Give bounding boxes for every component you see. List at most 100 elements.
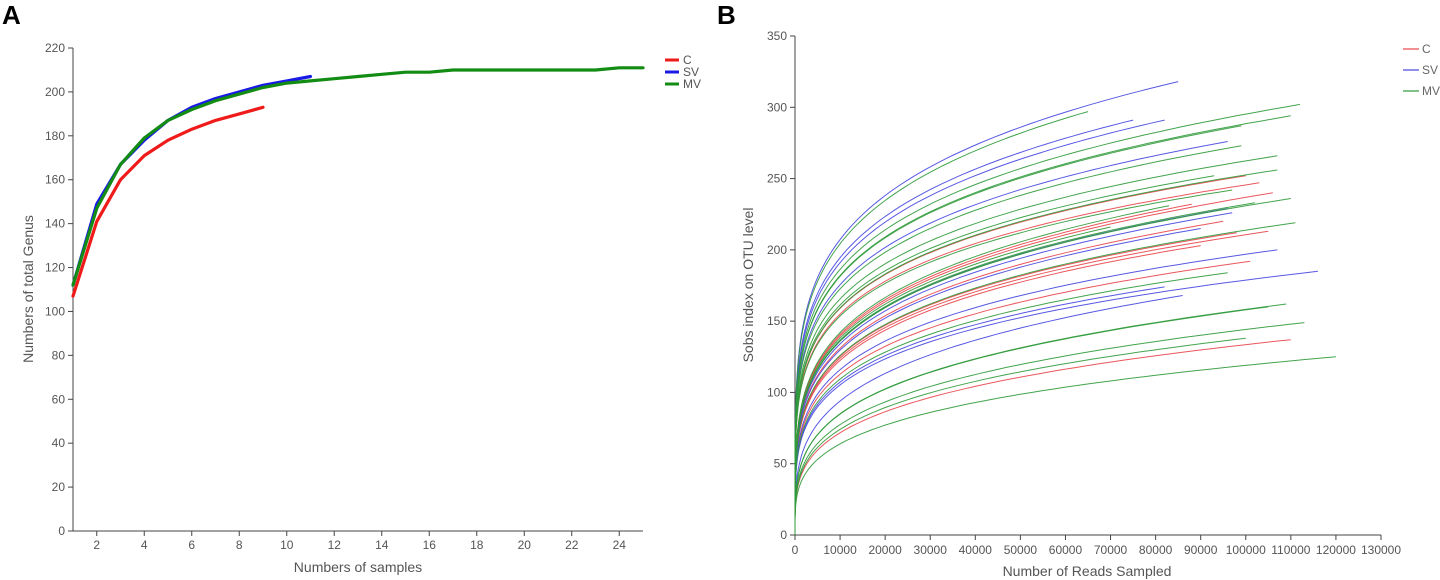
x-tick-label: 20000 bbox=[868, 543, 902, 557]
x-tick-label: 50000 bbox=[1004, 543, 1038, 557]
rarefaction-curve-sv bbox=[794, 119, 1165, 535]
y-tick-label: 140 bbox=[45, 217, 65, 231]
rarefaction-curve-sv bbox=[794, 270, 1318, 535]
x-tick-label: 10000 bbox=[823, 543, 857, 557]
rarefaction-curve-mv bbox=[794, 226, 1111, 535]
x-tick-label: 4 bbox=[141, 538, 148, 552]
x-tick-label: 22 bbox=[565, 538, 579, 552]
rarefaction-curve-mv bbox=[794, 306, 1269, 535]
rarefaction-curve-sv bbox=[794, 81, 1179, 535]
x-tick-label: 60000 bbox=[1049, 543, 1083, 557]
legend-label-sv: SV bbox=[1422, 63, 1438, 77]
x-tick-label: 0 bbox=[792, 543, 799, 557]
y-ticks-b: 0 50 100 150 200 250 300 350 bbox=[767, 29, 795, 542]
series-line-mv bbox=[71, 66, 645, 287]
y-tick-label: 200 bbox=[45, 85, 65, 99]
rarefaction-curve-sv bbox=[794, 228, 1201, 535]
series-line-sv bbox=[71, 74, 313, 287]
rarefaction-curve-mv bbox=[794, 356, 1336, 535]
rarefaction-curve-c bbox=[794, 339, 1291, 535]
x-tick-label: 18 bbox=[470, 538, 484, 552]
y-tick-label: 150 bbox=[767, 314, 787, 328]
rarefaction-curve-mv bbox=[794, 169, 1278, 535]
rarefaction-curve-mv bbox=[794, 222, 1296, 535]
rarefaction-curve-mv bbox=[794, 125, 1242, 535]
rarefaction-curve-sv bbox=[794, 286, 1165, 535]
legend-label-mv: MV bbox=[1422, 84, 1440, 98]
y-ticks-a: 0 20 40 60 80 100 120 140 160 180 200 220 bbox=[45, 41, 73, 538]
y-tick-label: 250 bbox=[767, 172, 787, 186]
rarefaction-curve-c bbox=[794, 245, 1201, 535]
y-tick-label: 0 bbox=[58, 524, 65, 538]
y-tick-label: 50 bbox=[774, 457, 788, 471]
rarefaction-curve-sv bbox=[794, 249, 1278, 535]
rarefaction-curve-c bbox=[794, 260, 1251, 535]
y-axis-title-b: Sobs index on OTU level bbox=[740, 208, 756, 363]
x-tick-label: 100000 bbox=[1226, 543, 1266, 557]
legend-b: C SV MV bbox=[1403, 42, 1440, 98]
series-line-c bbox=[71, 105, 265, 298]
x-axis-title-a: Numbers of samples bbox=[294, 559, 422, 575]
y-tick-label: 350 bbox=[767, 29, 787, 43]
y-tick-label: 20 bbox=[52, 480, 66, 494]
series-lines-b bbox=[794, 81, 1336, 535]
rarefaction-curve-mv bbox=[794, 272, 1228, 535]
x-tick-label: 6 bbox=[188, 538, 195, 552]
y-tick-label: 120 bbox=[45, 261, 65, 275]
y-axis-title-a: Numbers of total Genus bbox=[20, 215, 36, 363]
panel-letter-a: A bbox=[2, 0, 21, 30]
rarefaction-curve-mv bbox=[794, 337, 1246, 535]
rarefaction-curve-c bbox=[794, 232, 1237, 535]
x-axis-title-b: Number of Reads Sampled bbox=[1003, 563, 1172, 579]
x-tick-label: 10 bbox=[280, 538, 294, 552]
x-tick-label: 70000 bbox=[1094, 543, 1128, 557]
x-tick-label: 20 bbox=[518, 538, 532, 552]
y-tick-label: 300 bbox=[767, 100, 787, 114]
rarefaction-sobs-chart: 0 50 100 150 200 250 300 350 0 10000 20000 30000 40… bbox=[740, 29, 1440, 579]
rarefaction-curve-mv bbox=[794, 175, 1215, 535]
x-ticks-b: 0 10000 20000 30000 40000 50000 60000 70000 8000… bbox=[792, 535, 1401, 557]
legend-label-sv: SV bbox=[683, 65, 699, 79]
x-tick-label: 30000 bbox=[914, 543, 948, 557]
y-tick-label: 100 bbox=[767, 385, 787, 399]
x-ticks-a: 2 4 6 8 10 12 14 16 18 20 22 24 bbox=[93, 531, 626, 552]
x-tick-label: 120000 bbox=[1316, 543, 1356, 557]
rarefaction-curve-mv bbox=[794, 103, 1300, 535]
rarefaction-curve-sv bbox=[794, 119, 1134, 535]
y-tick-label: 200 bbox=[767, 243, 787, 257]
x-tick-label: 14 bbox=[375, 538, 389, 552]
series-lines-a bbox=[71, 66, 645, 298]
x-tick-label: 12 bbox=[328, 538, 342, 552]
y-tick-label: 160 bbox=[45, 173, 65, 187]
y-tick-label: 100 bbox=[45, 304, 65, 318]
x-tick-label: 90000 bbox=[1184, 543, 1218, 557]
rarefaction-curve-sv bbox=[794, 141, 1228, 535]
x-tick-label: 2 bbox=[93, 538, 100, 552]
x-tick-label: 8 bbox=[236, 538, 243, 552]
rarefaction-curve-mv bbox=[794, 205, 1170, 535]
x-tick-label: 110000 bbox=[1271, 543, 1310, 557]
rarefaction-curve-mv bbox=[794, 155, 1278, 535]
x-tick-label: 80000 bbox=[1139, 543, 1173, 557]
legend-label-mv: MV bbox=[683, 77, 701, 91]
y-tick-label: 60 bbox=[52, 392, 66, 406]
y-tick-label: 180 bbox=[45, 129, 65, 143]
x-tick-label: 24 bbox=[613, 538, 627, 552]
legend-label-c: C bbox=[1422, 42, 1431, 56]
y-tick-label: 220 bbox=[45, 41, 65, 55]
x-tick-label: 130000 bbox=[1361, 543, 1401, 557]
rarefaction-curve-c bbox=[794, 182, 1260, 535]
x-tick-label: 16 bbox=[423, 538, 437, 552]
y-tick-label: 40 bbox=[52, 436, 66, 450]
rarefaction-curve-mv bbox=[794, 111, 1089, 535]
rarefaction-curve-sv bbox=[794, 295, 1183, 535]
panel-letter-b: B bbox=[717, 0, 736, 30]
legend-label-c: C bbox=[683, 53, 692, 67]
rarefaction-curve-mv bbox=[794, 322, 1305, 535]
rarefaction-curve-mv bbox=[794, 189, 1233, 535]
y-tick-label: 80 bbox=[52, 348, 66, 362]
rarefaction-curve-mv bbox=[794, 303, 1287, 535]
